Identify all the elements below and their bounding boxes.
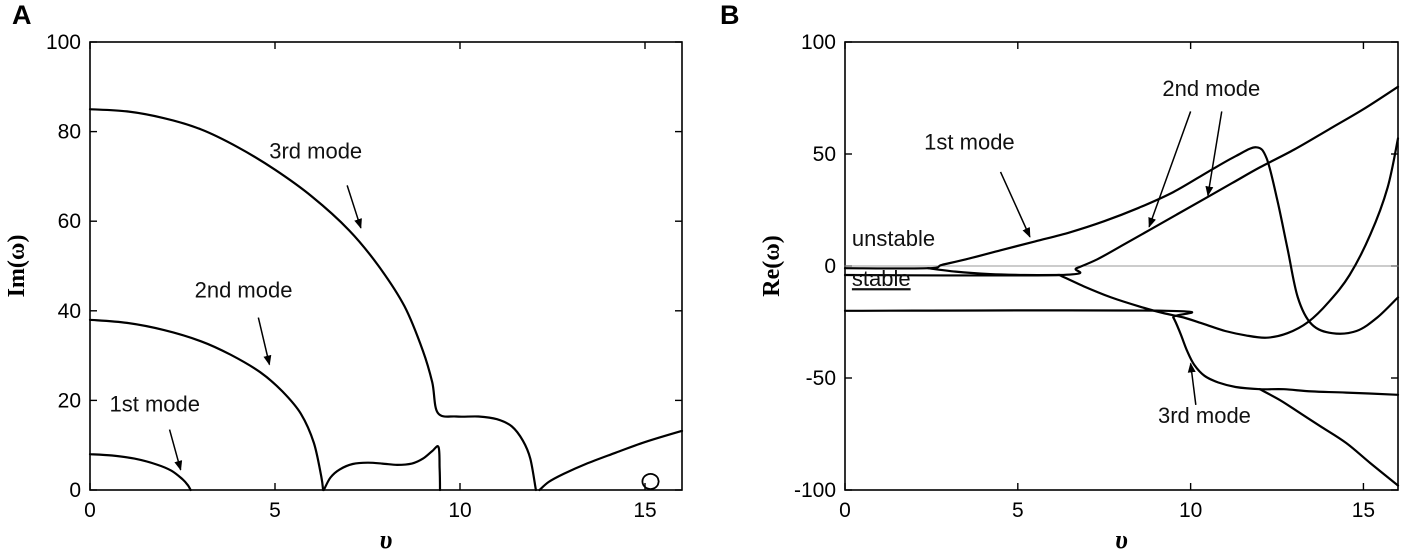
y-tick-label: 100 (801, 31, 836, 54)
curve-2nd-mode-lower (1058, 137, 1400, 339)
y-axis-label: Re(ω) (759, 235, 785, 297)
annotation-arrow (168, 429, 183, 471)
panel-label-a: A (12, 0, 32, 30)
x-tick-label: 10 (1179, 499, 1202, 522)
y-tick-label: 60 (58, 210, 81, 233)
x-tick-label: 0 (84, 499, 96, 522)
x-tick-label: 15 (633, 499, 656, 522)
annotations: 1st mode 2nd mode unstable stable 3rd mode (852, 76, 1260, 428)
annotation-label: unstable (852, 226, 935, 251)
annotation-arrow (257, 317, 272, 366)
curve-3rd-mode (88, 108, 537, 492)
curve-3rd-mode-reentry (538, 429, 684, 492)
x-tick-label: 5 (1012, 499, 1024, 522)
y-tick-label: -50 (806, 367, 836, 390)
series (843, 85, 1400, 487)
annotation-label: 1st mode (924, 130, 1015, 155)
x-tick-label: 15 (1352, 499, 1375, 522)
panel-label-b: B (720, 0, 740, 30)
y-tick-label: 20 (58, 389, 81, 412)
y-tick-label: 100 (46, 31, 81, 54)
annotation-label: 3rd mode (1158, 403, 1251, 428)
ticks: 0 5 10 15 -100 -50 0 50 100 (794, 31, 1398, 522)
x-tick-label: 5 (269, 499, 281, 522)
series (88, 108, 684, 492)
curve-1st-mode-stable (926, 267, 1061, 277)
x-axis-label: υ (1115, 525, 1128, 554)
annotation-label: 1st mode (110, 392, 201, 417)
x-tick-label: 10 (448, 499, 471, 522)
y-tick-label: 80 (58, 121, 81, 144)
x-axis-label: υ (380, 525, 393, 554)
curve-3rd-mode-branch (1258, 388, 1400, 487)
annotation-arrow (346, 185, 362, 229)
chart-panel-a: 0 5 10 15 0 20 40 60 80 100 υ Im(ω) 3rd mode 2nd mode… (4, 31, 684, 554)
y-tick-label: 0 (69, 479, 81, 502)
annotation-label: 2nd mode (1162, 76, 1260, 101)
ticks: 0 5 10 15 0 20 40 60 80 100 (46, 31, 682, 522)
curve-3rd-mode (843, 309, 1400, 396)
curve-2nd-mode (88, 318, 325, 492)
curve-coalesced-1st-2nd (322, 445, 442, 492)
y-axis-label: Im(ω) (4, 235, 30, 298)
curve-1st-mode (843, 146, 1400, 335)
y-tick-label: 50 (813, 143, 836, 166)
annotation-arrow (999, 171, 1031, 238)
annotations: 3rd mode 2nd mode 1st mode (110, 138, 362, 471)
x-tick-label: 0 (839, 499, 851, 522)
annotation-label: stable (852, 266, 911, 291)
annotation-label: 2nd mode (195, 277, 293, 302)
curve-1st-mode (88, 453, 192, 492)
axes-box (89, 41, 683, 491)
y-tick-label: 0 (824, 255, 836, 278)
annotation-arrow (1187, 362, 1197, 405)
y-tick-label: 40 (58, 300, 81, 323)
y-tick-label: -100 (794, 479, 836, 502)
curve-2nd-mode-upper (843, 85, 1400, 277)
annotation-label: 3rd mode (269, 138, 362, 163)
annotation-arrow (1205, 111, 1223, 197)
curve-small-loop (641, 473, 660, 490)
annotation-arrow (1148, 111, 1192, 228)
chart-panel-b: 0 5 10 15 -100 -50 0 50 100 υ Re(ω) 1st mode 2nd mod… (759, 31, 1400, 554)
